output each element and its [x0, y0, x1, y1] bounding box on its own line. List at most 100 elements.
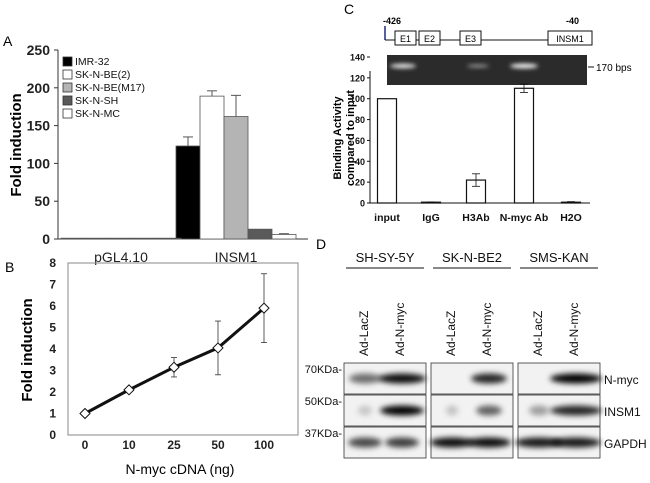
panel-c-axes: 0 20 40 60 80 100 120 140 input IgG H3Ab N-myc Ab H2… — [350, 53, 590, 224]
panel-b-y-axis-label: Fold induction — [19, 298, 36, 401]
mw-marker-label: 70KDa- — [305, 364, 343, 376]
panel-c-y-tick-label: 60 — [355, 136, 365, 146]
protein-label: N-myc — [604, 373, 639, 387]
panel-a-x-tick-label: pGL4.10 — [94, 249, 148, 265]
panel-c-y-tick-label: 120 — [350, 73, 365, 83]
e-box-3-label: E3 — [465, 34, 476, 44]
panel-a-bar — [156, 237, 182, 240]
panel-a-legend-swatch — [62, 69, 73, 80]
panel-a-bar — [60, 237, 86, 240]
blot-band — [385, 437, 419, 448]
panel-b-x-tick-label: 25 — [167, 438, 181, 452]
chip-gel: 170 bps — [387, 55, 632, 85]
panel-b-y-tick-label: 7 — [49, 278, 56, 292]
panel-b-y-tick-label: 3 — [49, 364, 56, 378]
panel-a-legend: IMR-32SK-N-BE(2)SK-N-BE(M17)SK-N-SHSK-N-… — [62, 56, 145, 120]
gel-size-label: 170 bps — [596, 63, 632, 74]
blot-band — [529, 405, 549, 416]
protein-label: INSM1 — [604, 405, 641, 419]
panel-b-y-tick-label: 5 — [49, 321, 56, 335]
blot-band — [348, 437, 382, 448]
panel-a-bar — [108, 237, 134, 240]
panel-a-legend-label: SK-N-MC — [75, 108, 120, 120]
panel-a-bar — [132, 237, 158, 240]
blot-band — [471, 373, 507, 384]
panel-c-x-tick-label: IgG — [422, 212, 440, 224]
western-blot-panels — [343, 362, 602, 459]
panel-b-point — [258, 302, 270, 314]
panel-d: D SH-SY-5Y Ad-LacZ Ad-N-myc SK-N-BE2 Ad-LacZ… — [305, 236, 647, 459]
insm1-gene-label: INSM1 — [556, 34, 584, 44]
western-blot-header: SH-SY-5Y Ad-LacZ Ad-N-myc SK-N-BE2 Ad-LacZ Ad… — [346, 250, 598, 356]
panel-c-y-tick-label: 100 — [350, 94, 365, 104]
panel-a-axes: 0 50 100 150 200 250 pGL4.10 INSM1 — [27, 42, 308, 265]
panel-a-x-tick-label: INSM1 — [215, 249, 258, 265]
panel-a-y-tick-label: 0 — [42, 231, 50, 247]
panel-a-bar — [271, 234, 297, 240]
panel-b-x-tick-label: 10 — [122, 438, 136, 452]
panel-a: A Fold induction 0 50 100 150 200 250 pGL4.10 I… — [3, 33, 308, 265]
panel-a-label: A — [3, 33, 13, 49]
panel-a-legend-swatch — [62, 95, 73, 106]
panel-a-legend-label: SK-N-BE(2) — [75, 69, 130, 81]
panel-a-bar — [84, 237, 110, 240]
panel-c-x-tick-label: H2O — [560, 212, 582, 224]
panel-b-point — [168, 361, 180, 373]
lane-label: Ad-N-myc — [480, 303, 494, 356]
panel-b-y-tick-label: 2 — [49, 385, 56, 399]
panel-a-bar — [175, 145, 201, 240]
panel-c-y-axis-label-line1: Binding Activity — [332, 95, 344, 179]
gel-band-input — [390, 63, 416, 69]
cell-line-label: SK-N-BE2 — [442, 250, 502, 265]
panel-b-y-tick-label: 8 — [49, 256, 56, 270]
panel-c-y-tick-label: 80 — [355, 115, 365, 125]
promoter-end-label: -40 — [566, 16, 579, 26]
lane-label: Ad-N-myc — [393, 303, 407, 356]
panel-b-x-tick-label: 0 — [82, 438, 89, 452]
blot-band — [476, 405, 502, 416]
lane-label: Ad-LacZ — [531, 311, 545, 356]
panel-a-y-tick-label: 50 — [34, 193, 50, 209]
blot-band — [380, 405, 424, 416]
panel-a-legend-swatch — [62, 56, 73, 67]
panel-b-plot-frame — [67, 262, 299, 436]
panel-b-y-tick-label: 1 — [49, 407, 56, 421]
promoter-schematic: -426 -40 E1 E2 E3 INSM1 — [383, 16, 593, 46]
panel-c-label: C — [344, 1, 354, 17]
panel-c-bar — [513, 87, 535, 204]
protein-label: GAPDH — [604, 437, 647, 451]
molecular-weight-markers: 70KDa- 50KDa- 37KDa- — [305, 364, 343, 440]
panel-a-y-tick-label: 200 — [27, 80, 51, 96]
panel-d-label: D — [316, 236, 326, 252]
panel-b-y-tick-label: 0 — [49, 428, 56, 442]
blot-band — [378, 373, 426, 384]
panel-b-series — [79, 273, 270, 420]
blot-band — [550, 405, 602, 416]
panel-b-x-tick-label: 50 — [211, 438, 225, 452]
cell-line-label: SH-SY-5Y — [356, 250, 415, 265]
panel-c-y-tick-label: 20 — [355, 178, 365, 188]
panel-b-point — [212, 342, 224, 354]
gel-band-nmyc — [510, 63, 538, 69]
blot-band — [430, 437, 474, 448]
lane-label: Ad-LacZ — [357, 311, 371, 356]
insm1-gene-box — [547, 30, 593, 46]
panel-a-bar — [223, 116, 249, 240]
panel-b-axes: 0 1 2 3 4 5 6 7 8 0 10 25 50 100 — [49, 256, 274, 452]
e-box-1-label: E1 — [400, 34, 411, 44]
panel-a-bar — [247, 228, 273, 240]
mw-marker-label: 50KDa- — [305, 396, 343, 408]
panel-c-x-tick-label: input — [374, 212, 400, 224]
e-box-2-label: E2 — [424, 34, 435, 44]
panel-b-y-tick-label: 6 — [49, 299, 56, 313]
panel-c-x-tick-label: N-myc Ab — [500, 212, 549, 224]
promoter-start-label: -426 — [383, 16, 401, 26]
panel-c-y-tick-label: 140 — [350, 53, 365, 63]
panel-a-legend-label: SK-N-BE(M17) — [75, 82, 145, 94]
mw-marker-label: 37KDa- — [305, 428, 343, 440]
lane-label: Ad-LacZ — [444, 311, 458, 356]
panel-b-x-tick-label: 100 — [254, 438, 274, 452]
panel-a-legend-label: SK-N-SH — [75, 95, 118, 107]
blot-band — [446, 405, 458, 416]
